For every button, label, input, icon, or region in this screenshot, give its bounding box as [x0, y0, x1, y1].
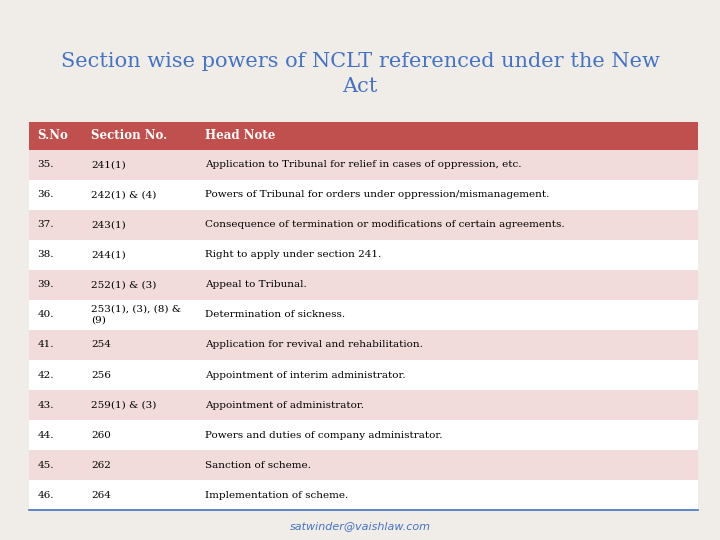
Text: Application for revival and rehabilitation.: Application for revival and rehabilitati… [204, 341, 423, 349]
Text: 36.: 36. [37, 190, 54, 199]
Text: 43.: 43. [37, 401, 54, 410]
Text: Sanction of scheme.: Sanction of scheme. [204, 461, 311, 470]
Text: 40.: 40. [37, 310, 54, 319]
Text: 264: 264 [91, 491, 111, 500]
Text: 39.: 39. [37, 280, 54, 289]
Text: 38.: 38. [37, 251, 54, 259]
Text: Powers and duties of company administrator.: Powers and duties of company administrat… [204, 431, 442, 440]
Text: 242(1) & (4): 242(1) & (4) [91, 190, 156, 199]
Text: 262: 262 [91, 461, 111, 470]
Text: Appointment of interim administrator.: Appointment of interim administrator. [204, 370, 405, 380]
Text: 254: 254 [91, 341, 111, 349]
Text: Determination of sickness.: Determination of sickness. [204, 310, 345, 319]
Text: Appointment of administrator.: Appointment of administrator. [204, 401, 364, 410]
Text: Consequence of termination or modifications of certain agreements.: Consequence of termination or modificati… [204, 220, 564, 229]
Text: 243(1): 243(1) [91, 220, 126, 229]
Text: Application to Tribunal for relief in cases of oppression, etc.: Application to Tribunal for relief in ca… [204, 160, 521, 169]
Text: 46.: 46. [37, 491, 54, 500]
Text: 44.: 44. [37, 431, 54, 440]
Text: Appeal to Tribunal.: Appeal to Tribunal. [204, 280, 307, 289]
Text: 253(1), (3), (8) &
(9): 253(1), (3), (8) & (9) [91, 305, 181, 325]
Text: Powers of Tribunal for orders under oppression/mismanagement.: Powers of Tribunal for orders under oppr… [204, 190, 549, 199]
Text: 256: 256 [91, 370, 111, 380]
Text: Section wise powers of NCLT referenced under the New
Act: Section wise powers of NCLT referenced u… [60, 52, 660, 96]
Text: 41.: 41. [37, 341, 54, 349]
Text: Head Note: Head Note [204, 129, 275, 142]
Text: 244(1): 244(1) [91, 251, 126, 259]
Text: Section No.: Section No. [91, 129, 167, 142]
Text: 42.: 42. [37, 370, 54, 380]
Text: 252(1) & (3): 252(1) & (3) [91, 280, 156, 289]
Text: 45.: 45. [37, 461, 54, 470]
Text: 35.: 35. [37, 160, 54, 169]
Text: S.No: S.No [37, 129, 68, 142]
Text: satwinder@vaishlaw.com: satwinder@vaishlaw.com [289, 522, 431, 531]
Text: 37.: 37. [37, 220, 54, 229]
Text: Right to apply under section 241.: Right to apply under section 241. [204, 251, 381, 259]
Text: 260: 260 [91, 431, 111, 440]
Text: Implementation of scheme.: Implementation of scheme. [204, 491, 348, 500]
Text: 241(1): 241(1) [91, 160, 126, 169]
Text: 259(1) & (3): 259(1) & (3) [91, 401, 156, 410]
